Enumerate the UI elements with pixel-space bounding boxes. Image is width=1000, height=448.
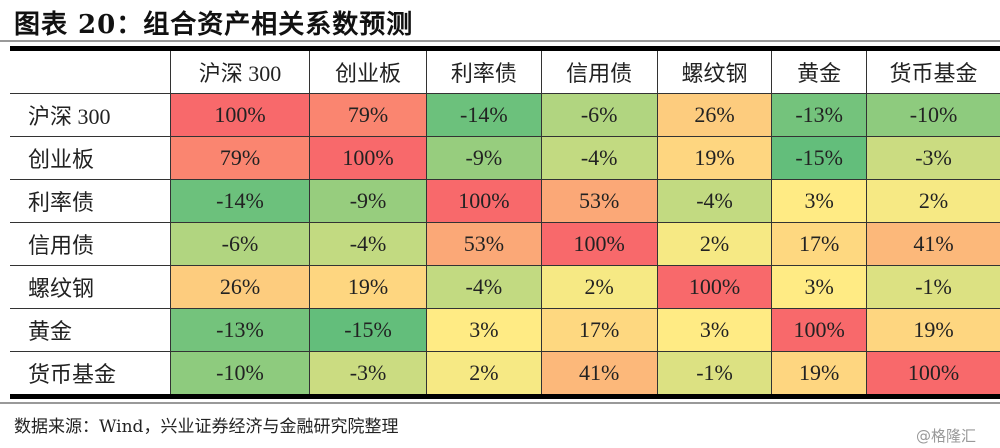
heatmap-cell: -10%	[170, 351, 310, 397]
chart-title: 图表 20：组合资产相关系数预测	[14, 10, 414, 40]
heatmap-cell: 41%	[866, 222, 1000, 266]
heatmap-cell: 19%	[308, 265, 428, 309]
heatmap-cell: 26%	[170, 265, 310, 309]
heatmap-cell: -6%	[170, 222, 310, 266]
table-row: 螺纹钢 26% 19% -4% 2% 100% 3% -1%	[10, 265, 1000, 309]
heatmap-cell: -6%	[540, 93, 658, 137]
column-header: 沪深 300	[170, 48, 310, 94]
table-row: 货币基金 -10% -3% 2% 41% -1% 19% 100%	[10, 351, 1000, 397]
heatmap-cell: -9%	[308, 179, 428, 223]
heatmap-cell: 100%	[170, 93, 310, 137]
source-note: 数据来源：Wind，兴业证券经济与金融研究院整理	[14, 417, 399, 437]
row-header: 利率债	[10, 179, 172, 223]
row-header: 货币基金	[10, 351, 172, 397]
heatmap-cell: 100%	[656, 265, 773, 309]
heatmap-cell: 3%	[656, 308, 773, 352]
heatmap-cell: 100%	[308, 136, 428, 180]
heatmap-cell: 2%	[540, 265, 658, 309]
heatmap-cell: 2%	[656, 222, 773, 266]
heatmap-cell: 26%	[656, 93, 773, 137]
heatmap-cell: 3%	[426, 308, 542, 352]
heatmap-cell: -15%	[771, 136, 868, 180]
heatmap-cell: 3%	[771, 179, 868, 223]
column-header: 货币基金	[866, 48, 1000, 94]
heatmap-cell: -1%	[866, 265, 1000, 309]
table-row: 利率债 -14% -9% 100% 53% -4% 3% 2%	[10, 179, 1000, 223]
table-row: 信用债 -6% -4% 53% 100% 2% 17% 41%	[10, 222, 1000, 266]
correlation-heatmap-table: 沪深 300 创业板 利率债 信用债 螺纹钢 黄金 货币基金 沪深 300 100% 79% -14…	[10, 46, 1000, 399]
heatmap-cell: 100%	[866, 351, 1000, 397]
table-row: 沪深 300 100% 79% -14% -6% 26% -13% -10%	[10, 93, 1000, 137]
heatmap-cell: -13%	[170, 308, 310, 352]
heatmap-cell: 19%	[771, 351, 868, 397]
heatmap-cell: -9%	[426, 136, 542, 180]
heatmap-cell: 100%	[426, 179, 542, 223]
heatmap-cell: -3%	[308, 351, 428, 397]
column-header: 创业板	[308, 48, 428, 94]
column-header: 利率债	[426, 48, 542, 94]
heatmap-cell: 17%	[540, 308, 658, 352]
heatmap-cell: 17%	[771, 222, 868, 266]
heatmap-cell: -1%	[656, 351, 773, 397]
heatmap-cell: 100%	[771, 308, 868, 352]
heatmap-cell: 2%	[426, 351, 542, 397]
heatmap-cell: -4%	[426, 265, 542, 309]
header-row: 沪深 300 创业板 利率债 信用债 螺纹钢 黄金 货币基金	[10, 48, 1000, 94]
column-header: 信用债	[540, 48, 658, 94]
column-header: 螺纹钢	[656, 48, 773, 94]
heatmap-cell: 2%	[866, 179, 1000, 223]
row-header: 螺纹钢	[10, 265, 172, 309]
heatmap-cell: -4%	[540, 136, 658, 180]
heatmap-cell: -3%	[866, 136, 1000, 180]
heatmap-cell: 19%	[656, 136, 773, 180]
heatmap-cell: 19%	[866, 308, 1000, 352]
column-header: 黄金	[771, 48, 868, 94]
heatmap-cell: -10%	[866, 93, 1000, 137]
heatmap-cell: -14%	[170, 179, 310, 223]
title-divider	[0, 40, 1000, 42]
heatmap-cell: 3%	[771, 265, 868, 309]
row-header: 黄金	[10, 308, 172, 352]
heatmap-cell: 53%	[540, 179, 658, 223]
footer-divider	[0, 402, 1000, 404]
heatmap-cell: -4%	[656, 179, 773, 223]
heatmap-cell: -14%	[426, 93, 542, 137]
row-header: 沪深 300	[10, 93, 172, 137]
heatmap-cell: 100%	[540, 222, 658, 266]
corner-cell	[10, 48, 172, 94]
heatmap-cell: 53%	[426, 222, 542, 266]
heatmap-cell: -15%	[308, 308, 428, 352]
row-header: 信用债	[10, 222, 172, 266]
heatmap-cell: -13%	[771, 93, 868, 137]
heatmap-cell: 41%	[540, 351, 658, 397]
watermark: @格隆汇	[915, 427, 976, 445]
row-header: 创业板	[10, 136, 172, 180]
heatmap-cell: 79%	[170, 136, 310, 180]
heatmap-cell: 79%	[308, 93, 428, 137]
heatmap-cell: -4%	[308, 222, 428, 266]
table-row: 黄金 -13% -15% 3% 17% 3% 100% 19%	[10, 308, 1000, 352]
table-row: 创业板 79% 100% -9% -4% 19% -15% -3%	[10, 136, 1000, 180]
